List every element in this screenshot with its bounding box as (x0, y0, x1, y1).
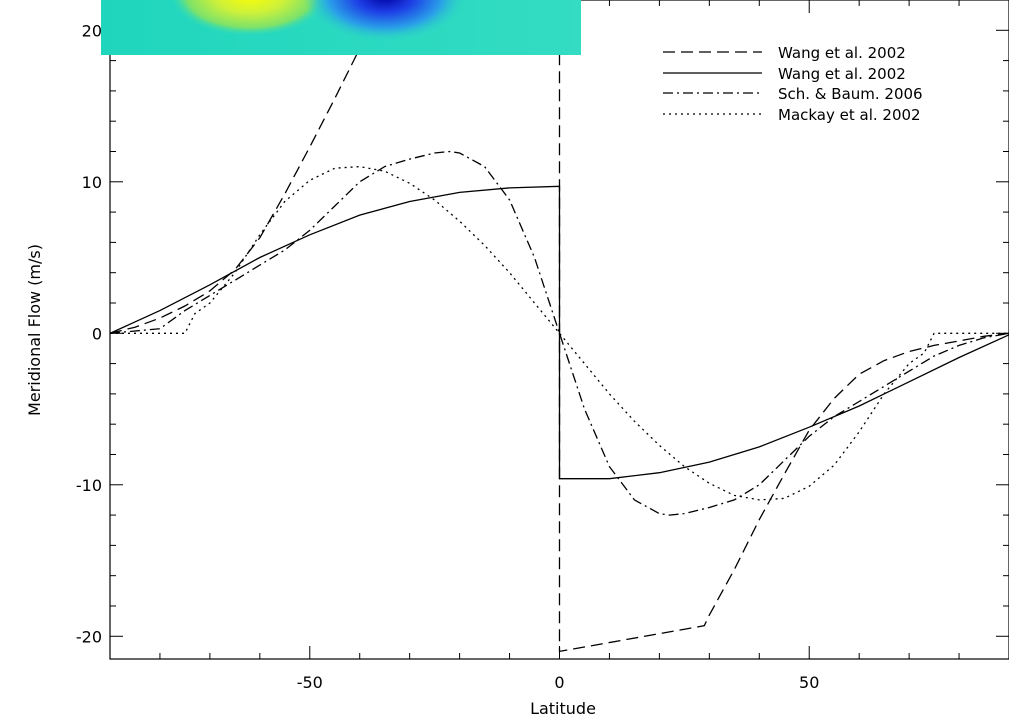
tick-labels: -20 -10 0 10 20 -50 0 50 (76, 21, 820, 692)
x-tick-label: 0 (554, 673, 564, 692)
legend: Wang et al. 2002 Wang et al. 2002 Sch. &… (663, 44, 923, 124)
y-tick-label: -20 (76, 627, 102, 646)
series-layer (109, 0, 1009, 653)
x-axis-label: Latitude (530, 699, 596, 718)
series-line-dashdot (109, 150, 1009, 516)
x-tick-label: -50 (297, 673, 323, 692)
legend-label-0: Wang et al. 2002 (778, 44, 906, 62)
series-line-dotted (110, 165, 1009, 501)
legend-label-3: Mackay et al. 2002 (778, 106, 921, 124)
y-tick-label: 10 (82, 173, 102, 192)
heatmap-inset (101, 0, 581, 55)
y-tick-label: 0 (92, 324, 102, 343)
series-line-solid (109, 185, 1009, 480)
x-tick-label: 50 (799, 673, 819, 692)
legend-label-2: Sch. & Baum. 2006 (778, 85, 923, 103)
y-tick-label: -10 (76, 476, 102, 495)
y-axis-label: Meridional Flow (m/s) (25, 244, 44, 416)
y-tick-label: 20 (82, 21, 102, 40)
legend-label-1: Wang et al. 2002 (778, 65, 906, 83)
